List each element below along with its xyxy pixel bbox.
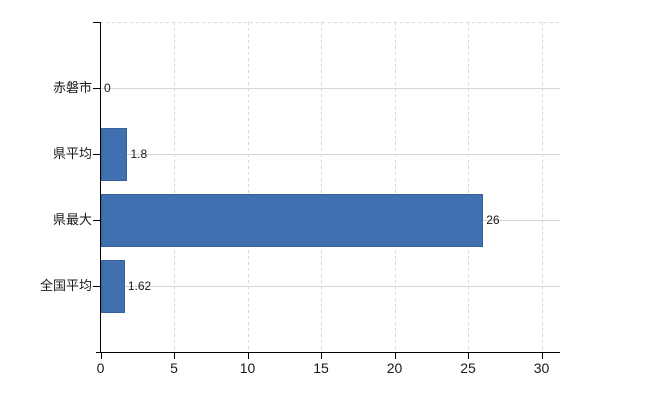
x-axis-tick-label: 20 xyxy=(386,360,403,376)
h-gridline xyxy=(100,88,560,89)
v-gridline xyxy=(321,22,322,352)
v-gridline xyxy=(174,22,175,352)
category-label: 赤磐市 xyxy=(52,80,92,95)
x-axis-tick-label: 15 xyxy=(313,360,329,376)
x-axis-tick xyxy=(541,352,543,359)
y-axis-tick xyxy=(93,220,100,221)
x-axis-tick xyxy=(468,352,469,359)
h-gridline xyxy=(100,286,560,287)
category-label: 県平均 xyxy=(52,146,92,161)
category-label: 県最大 xyxy=(52,212,92,227)
v-gridline xyxy=(468,22,469,352)
y-axis-tick xyxy=(93,22,100,23)
x-axis-tick-label: 30 xyxy=(533,360,550,376)
v-gridline xyxy=(394,22,396,352)
x-axis-tick-label: 5 xyxy=(170,360,178,376)
x-axis-tick-label: 25 xyxy=(460,360,476,376)
x-axis-tick xyxy=(247,352,249,359)
y-axis-line xyxy=(100,22,101,352)
y-axis-tick xyxy=(93,88,100,89)
plot-top-border xyxy=(100,22,560,23)
x-axis-tick xyxy=(394,352,396,359)
bar xyxy=(101,259,125,313)
bar-value-label: 1.62 xyxy=(127,279,152,293)
bar xyxy=(101,127,128,181)
plot-area: 0 1.8 26 1.62 xyxy=(100,22,560,352)
v-gridline xyxy=(247,22,249,352)
x-axis-tick-label: 0 xyxy=(96,360,105,376)
bar xyxy=(101,193,484,247)
x-axis-line xyxy=(96,352,560,353)
x-axis-tick xyxy=(100,352,102,359)
h-gridline xyxy=(100,154,560,155)
y-axis-tick xyxy=(93,286,100,287)
bar-value-label: 0 xyxy=(104,81,111,95)
x-axis-tick xyxy=(174,352,175,359)
bar-value-label: 1.8 xyxy=(130,147,148,161)
bar-value-label: 26 xyxy=(486,213,500,227)
x-axis-tick xyxy=(321,352,322,359)
category-label: 全国平均 xyxy=(39,278,92,293)
v-gridline xyxy=(541,22,543,352)
y-axis-tick xyxy=(93,154,100,155)
x-axis-tick-label: 10 xyxy=(239,360,256,376)
